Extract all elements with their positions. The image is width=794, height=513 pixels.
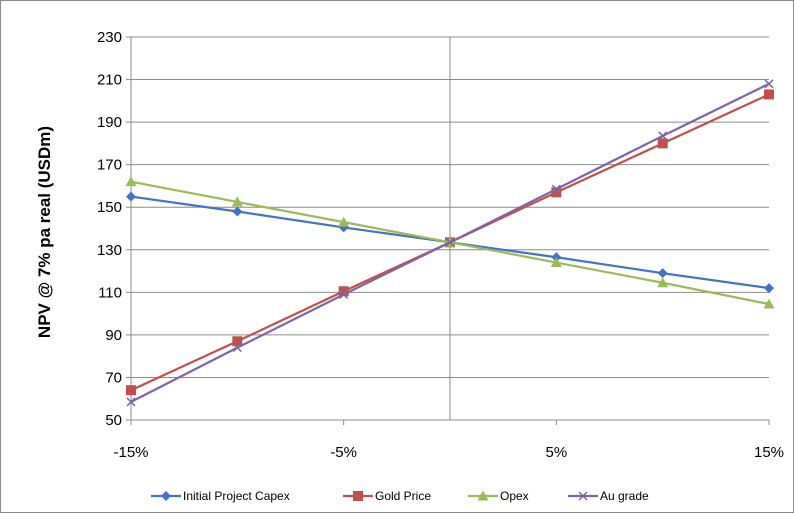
- axes: [126, 36, 770, 425]
- data-point-gold-price: [551, 187, 562, 198]
- data-point-gold-price: [338, 286, 349, 297]
- series-group: [125, 79, 775, 407]
- data-point-opex: [231, 196, 243, 207]
- data-point-gold-price: [126, 385, 136, 396]
- y-tick-label: 190: [97, 114, 122, 131]
- x-axis-ticks: -15% -5% 5% 15%: [113, 444, 784, 461]
- x-tick-label: -5%: [330, 444, 357, 461]
- y-tick-label: 50: [105, 412, 122, 429]
- data-point-gold-price: [232, 336, 243, 347]
- legend-item-gold-price: Gold Price: [343, 489, 431, 503]
- y-tick-label: 90: [105, 327, 122, 344]
- data-point-au-grade: [339, 289, 349, 299]
- legend-label: Opex: [500, 489, 529, 503]
- data-point-au-grade: [658, 131, 668, 141]
- y-tick-label: 150: [97, 199, 122, 216]
- legend-label: Gold Price: [375, 489, 431, 503]
- legend-item-initial-project-capex: Initial Project Capex: [151, 489, 290, 503]
- legend-label: Initial Project Capex: [183, 489, 290, 503]
- legend-marker: [353, 491, 363, 501]
- data-point-gold-price: [764, 89, 774, 100]
- legend-marker: [161, 491, 171, 501]
- legend-marker: [578, 491, 588, 501]
- data-point-au-grade: [551, 184, 561, 194]
- data-point-au-grade: [126, 397, 136, 407]
- data-point-au-grade: [232, 343, 242, 353]
- data-point-initial-project-capex: [657, 268, 668, 279]
- data-point-opex: [763, 298, 775, 309]
- data-point-opex: [125, 176, 137, 187]
- data-point-opex: [338, 216, 350, 227]
- y-tick-label: 130: [97, 242, 122, 259]
- x-tick-label: -15%: [113, 444, 148, 461]
- legend-label: Au grade: [600, 489, 649, 503]
- data-point-initial-project-capex: [232, 206, 243, 217]
- y-axis-ticks: 50 70 90 110 130 150 170 190 210 230: [97, 29, 122, 429]
- x-tick-label: 15%: [754, 444, 784, 461]
- y-tick-label: 230: [97, 29, 122, 46]
- x-tick-label: 5%: [545, 444, 567, 461]
- data-point-au-grade: [445, 237, 455, 247]
- data-point-opex: [550, 257, 562, 268]
- data-point-initial-project-capex: [126, 191, 136, 202]
- data-point-initial-project-capex: [764, 283, 774, 294]
- y-tick-label: 170: [97, 157, 122, 174]
- y-axis-label: NPV @ 7% pa real (USDm): [35, 126, 54, 338]
- data-point-opex: [657, 277, 669, 288]
- y-tick-label: 110: [98, 284, 122, 301]
- legend-marker: [477, 490, 489, 501]
- y-tick-label: 70: [105, 369, 122, 386]
- legend-item-opex: Opex: [468, 489, 529, 503]
- series-au-grade: [126, 79, 774, 407]
- legend-item-au-grade: Au grade: [568, 489, 649, 503]
- legend: Initial Project Capex Gold Price Opex Au gr…: [151, 489, 649, 503]
- data-point-gold-price: [657, 138, 668, 149]
- data-point-au-grade: [764, 79, 774, 89]
- y-tick-label: 210: [97, 72, 122, 89]
